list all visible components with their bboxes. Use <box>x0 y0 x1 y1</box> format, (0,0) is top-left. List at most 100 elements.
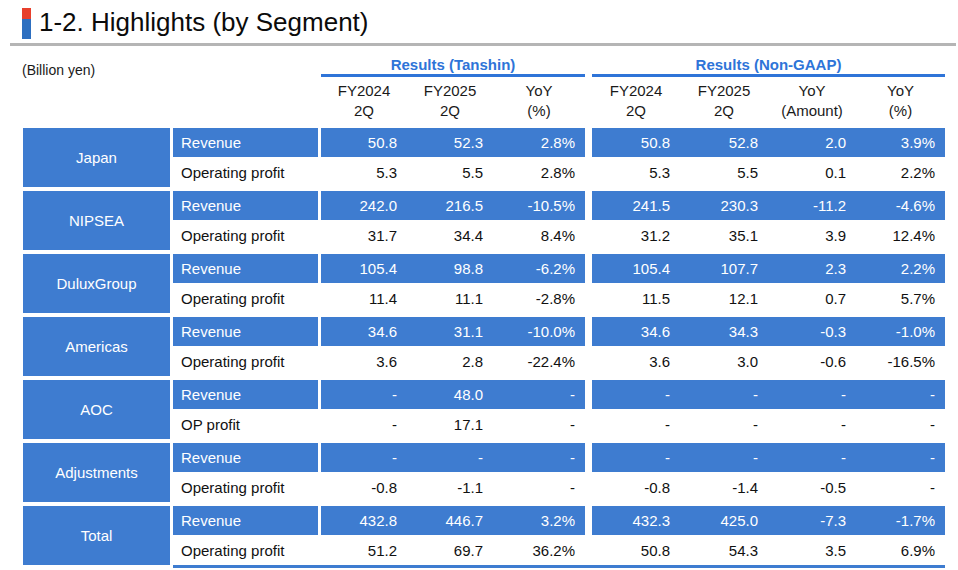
row-label: OP profit <box>173 410 318 439</box>
value-cell: 2.8 <box>407 347 493 376</box>
title-marker-red <box>22 8 31 19</box>
value-cell: 105.4 <box>321 254 407 283</box>
value-cell: 3.5 <box>768 536 856 565</box>
value-cell: - <box>856 443 945 472</box>
value-cell: -0.8 <box>321 473 407 502</box>
value-cell: -4.6% <box>856 191 945 220</box>
value-cell: 2.2% <box>856 158 945 187</box>
row-label: Operating profit <box>173 473 318 502</box>
column-header-line1: YoY <box>856 81 945 101</box>
value-cell: 425.0 <box>680 506 768 535</box>
value-cell: - <box>321 443 407 472</box>
value-cell: 230.3 <box>680 191 768 220</box>
column-header-tanshin-0: FY20242Q <box>321 81 407 121</box>
value-cell: 3.9 <box>768 221 856 250</box>
value-cell: 34.3 <box>680 317 768 346</box>
column-header-line2: 2Q <box>321 101 407 121</box>
column-header-nongaap-3: YoY(%) <box>856 81 945 121</box>
value-cell: 432.8 <box>321 506 407 535</box>
segment-label: NIPSEA <box>23 191 170 250</box>
value-cell: - <box>493 473 585 502</box>
column-header-nongaap-2: YoY(Amount) <box>768 81 856 121</box>
value-cell: 34.6 <box>321 317 407 346</box>
value-cell: -0.5 <box>768 473 856 502</box>
value-cell: - <box>592 380 680 409</box>
column-header-line1: FY2024 <box>321 81 407 101</box>
value-cell: - <box>680 443 768 472</box>
value-cell: 69.7 <box>407 536 493 565</box>
value-cell: 5.3 <box>592 158 680 187</box>
value-cell: 2.8% <box>493 128 585 157</box>
slide-title-row: 1-2. Highlights (by Segment) <box>22 5 368 39</box>
row-label: Revenue <box>173 380 318 409</box>
group-header-tanshin: Results (Tanshin) <box>321 55 585 77</box>
row-label: Revenue <box>173 254 318 283</box>
value-cell: - <box>768 410 856 439</box>
value-cell: 31.2 <box>592 221 680 250</box>
segment-results-table: Results (Tanshin)FY20242QFY20252QYoY(%)R… <box>23 55 945 568</box>
value-cell: - <box>493 380 585 409</box>
value-cell: 34.6 <box>592 317 680 346</box>
value-cell: 48.0 <box>407 380 493 409</box>
value-cell: - <box>856 380 945 409</box>
column-header-nongaap-1: FY20252Q <box>680 81 768 121</box>
value-cell: 0.1 <box>768 158 856 187</box>
value-cell: 3.9% <box>856 128 945 157</box>
value-cell: 216.5 <box>407 191 493 220</box>
column-header-nongaap-0: FY20242Q <box>592 81 680 121</box>
segment-block-adjustments: AdjustmentsRevenue-------Operating profi… <box>23 443 945 502</box>
value-cell: 52.8 <box>680 128 768 157</box>
table-body: JapanRevenue50.852.32.8%50.852.82.03.9%O… <box>23 128 945 565</box>
value-cell: - <box>321 380 407 409</box>
column-header-line1: FY2025 <box>407 81 493 101</box>
value-cell: - <box>321 410 407 439</box>
column-header-line2: 2Q <box>407 101 493 121</box>
row-label: Revenue <box>173 128 318 157</box>
value-cell: 50.8 <box>592 128 680 157</box>
column-header-line1: FY2025 <box>680 81 768 101</box>
value-cell: -0.6 <box>768 347 856 376</box>
value-cell: 36.2% <box>493 536 585 565</box>
value-cell: 432.3 <box>592 506 680 535</box>
value-cell: -11.2 <box>768 191 856 220</box>
value-cell: -1.1 <box>407 473 493 502</box>
column-header-line1: YoY <box>768 81 856 101</box>
value-cell: - <box>768 443 856 472</box>
value-cell: 35.1 <box>680 221 768 250</box>
value-cell: -1.0% <box>856 317 945 346</box>
column-header-tanshin-1: FY20252Q <box>407 81 493 121</box>
value-cell: 12.4% <box>856 221 945 250</box>
value-cell: -0.3 <box>768 317 856 346</box>
value-cell: 241.5 <box>592 191 680 220</box>
value-cell: 2.0 <box>768 128 856 157</box>
row-label: Operating profit <box>173 158 318 187</box>
value-cell: -6.2% <box>493 254 585 283</box>
value-cell: - <box>493 410 585 439</box>
value-cell: - <box>680 380 768 409</box>
value-cell: 54.3 <box>680 536 768 565</box>
column-header-line2: (%) <box>493 101 585 121</box>
value-cell: 11.1 <box>407 284 493 313</box>
value-cell: -22.4% <box>493 347 585 376</box>
value-cell: 105.4 <box>592 254 680 283</box>
value-cell: 5.5 <box>407 158 493 187</box>
value-cell: 31.7 <box>321 221 407 250</box>
row-label: Revenue <box>173 191 318 220</box>
row-label: Operating profit <box>173 347 318 376</box>
value-cell: 51.2 <box>321 536 407 565</box>
value-cell: - <box>592 410 680 439</box>
row-label: Operating profit <box>173 221 318 250</box>
value-cell: - <box>592 443 680 472</box>
value-cell: - <box>680 410 768 439</box>
title-divider <box>10 43 956 46</box>
value-cell: 3.2% <box>493 506 585 535</box>
segment-block-americas: AmericasRevenue34.631.1-10.0%34.634.3-0.… <box>23 317 945 376</box>
column-header-line2: (%) <box>856 101 945 121</box>
column-header-line2: (Amount) <box>768 101 856 121</box>
value-cell: 50.8 <box>321 128 407 157</box>
value-cell: 2.8% <box>493 158 585 187</box>
group-header-nongaap: Results (Non-GAAP) <box>592 55 945 77</box>
segment-label: Total <box>23 506 170 565</box>
segment-label: Americas <box>23 317 170 376</box>
column-header-line2: 2Q <box>592 101 680 121</box>
